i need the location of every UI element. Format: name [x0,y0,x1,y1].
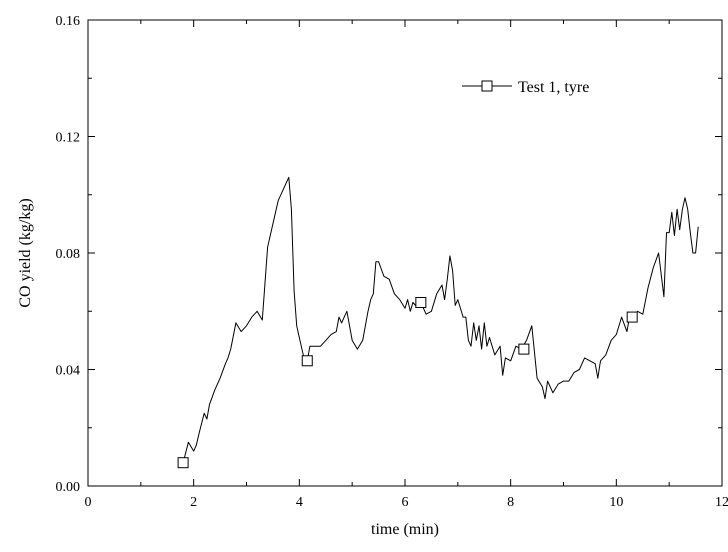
series-marker [415,297,427,309]
series-line [182,176,699,463]
x-tick-label: 12 [715,495,728,510]
y-tick-label: 0.12 [56,131,81,146]
y-axis-ticks [88,19,722,487]
y-tick-label: 0.08 [56,247,81,262]
y-tick-label: 0.16 [56,14,81,29]
x-axis-ticks [87,20,723,486]
x-tick-label: 0 [85,495,92,510]
y-tick-label: 0.04 [56,364,81,379]
x-tick-label: 6 [402,495,409,510]
legend-marker-square [481,80,493,92]
series-layer [177,176,699,469]
x-tick-label: 2 [190,495,197,510]
x-axis-title: time (min) [371,521,439,538]
y-axis-tick-labels: 0.00 0.04 0.08 0.12 0.16 [56,14,81,495]
series-marker [626,311,638,323]
y-axis-title: CO yield (kg/kg) [17,198,34,307]
plot-frame [87,19,723,487]
series-marker [301,355,313,367]
series-marker [518,343,530,355]
legend-label: Test 1, tyre [518,79,589,96]
y-tick-label: 0.00 [56,480,81,495]
x-tick-label: 4 [296,495,303,510]
x-axis-tick-labels: 0 2 4 6 8 10 12 [85,495,728,510]
series-marker [177,457,189,469]
x-tick-label: 8 [507,495,514,510]
legend: Test 1, tyre [462,79,589,96]
x-tick-label: 10 [609,495,623,510]
